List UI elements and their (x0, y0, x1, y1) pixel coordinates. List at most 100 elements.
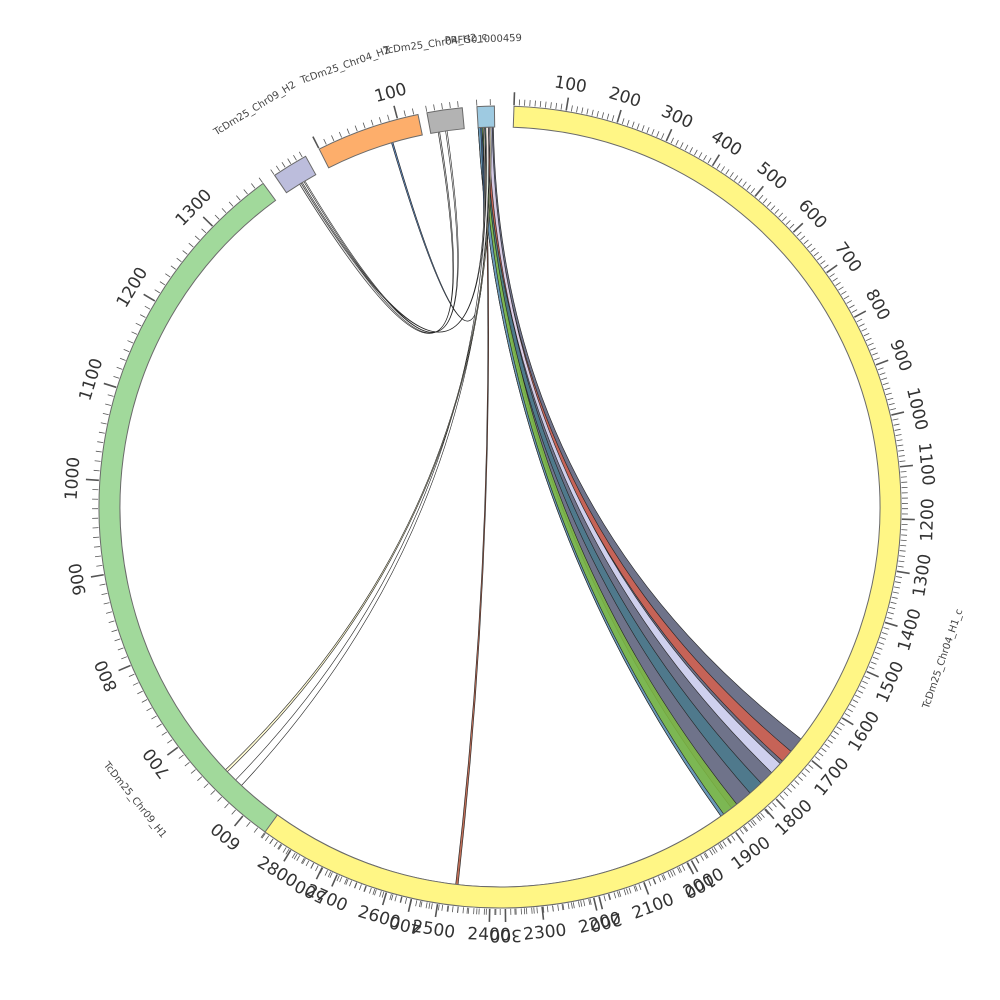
minor-tick (462, 907, 464, 914)
minor-tick (224, 803, 229, 809)
minor-tick (820, 260, 826, 265)
tick-label: 800 (861, 286, 894, 324)
minor-tick (310, 862, 314, 869)
minor-tick (581, 107, 584, 114)
minor-tick (588, 899, 591, 906)
minor-tick (844, 713, 851, 717)
minor-tick (859, 323, 865, 327)
minor-tick (774, 208, 780, 214)
minor-tick (894, 581, 901, 584)
segment-h1c (264, 105, 902, 909)
minor-tick (560, 103, 563, 110)
minor-tick (738, 178, 743, 184)
minor-tick (865, 337, 872, 342)
minor-tick (100, 422, 107, 425)
minor-tick (789, 223, 795, 229)
minor-tick (281, 161, 286, 168)
minor-tick (681, 865, 686, 871)
minor-tick (628, 887, 632, 894)
minor-tick (184, 761, 190, 767)
major-tick (118, 664, 131, 672)
minor-tick (203, 783, 209, 789)
minor-tick (718, 844, 723, 850)
minor-tick (165, 273, 171, 278)
minor-tick (243, 189, 248, 195)
minor-tick (662, 874, 667, 881)
minor-tick (890, 601, 897, 605)
minor-tick (839, 722, 845, 726)
minor-tick (661, 874, 665, 881)
minor-tick (891, 596, 898, 599)
minor-tick (835, 281, 841, 286)
minor-tick (108, 620, 115, 623)
minor-tick (670, 137, 674, 144)
minor-tick (98, 431, 105, 434)
tick-label: 900 (66, 561, 91, 596)
minor-tick (362, 122, 366, 129)
minor-tick (675, 139, 679, 146)
minor-tick (636, 123, 640, 130)
minor-tick (684, 144, 689, 151)
minor-tick (545, 101, 547, 108)
major-tick (735, 832, 745, 844)
minor-tick (572, 902, 575, 909)
minor-tick (881, 377, 888, 381)
minor-tick (346, 128, 350, 135)
minor-tick (596, 110, 599, 117)
minor-tick (898, 449, 905, 452)
minor-tick (170, 265, 176, 270)
minor-tick (561, 904, 564, 911)
minor-tick (399, 896, 402, 903)
minor-tick (899, 460, 906, 462)
minor-tick (378, 117, 382, 124)
segment-h2c (426, 107, 465, 134)
minor-tick (877, 367, 884, 371)
minor-tick (621, 118, 625, 125)
minor-tick (892, 591, 899, 594)
links-layer (225, 126, 802, 886)
minor-tick (228, 201, 234, 207)
minor-tick (862, 680, 868, 685)
minor-tick (881, 632, 888, 635)
minor-tick (264, 835, 270, 841)
minor-tick (141, 699, 148, 703)
tick-label: 200 (606, 83, 643, 112)
minor-tick (285, 848, 290, 855)
minor-tick (766, 201, 772, 207)
major-tick (875, 359, 889, 366)
minor-tick (144, 305, 151, 310)
tick-label: 1700 (811, 754, 854, 800)
minor-tick (900, 471, 907, 473)
minor-tick (722, 841, 727, 847)
minor-tick (93, 546, 100, 548)
minor-tick (269, 838, 274, 844)
minor-tick (447, 905, 450, 912)
minor-tick (580, 900, 583, 907)
segment-c9h2 (273, 155, 317, 194)
minor-tick (783, 791, 789, 797)
minor-tick (437, 904, 440, 911)
minor-tick (895, 434, 902, 436)
minor-tick (709, 849, 714, 856)
minor-tick (729, 172, 734, 178)
minor-tick (282, 847, 287, 853)
minor-tick (324, 869, 328, 876)
tick-label: 1500 (873, 658, 909, 706)
link-ribbon (299, 131, 454, 334)
minor-tick (457, 101, 459, 108)
minor-tick (646, 127, 650, 133)
tick-label: 2400 (467, 924, 511, 945)
minor-tick (810, 247, 816, 253)
minor-tick (598, 896, 601, 903)
minor-tick (626, 888, 629, 895)
minor-tick (425, 902, 428, 909)
minor-tick (363, 885, 367, 892)
minor-tick (428, 902, 431, 909)
minor-tick (758, 194, 764, 200)
minor-tick (890, 408, 897, 411)
minor-tick (389, 893, 392, 900)
minor-tick (430, 903, 433, 910)
minor-tick (446, 905, 449, 912)
minor-tick (379, 890, 382, 897)
